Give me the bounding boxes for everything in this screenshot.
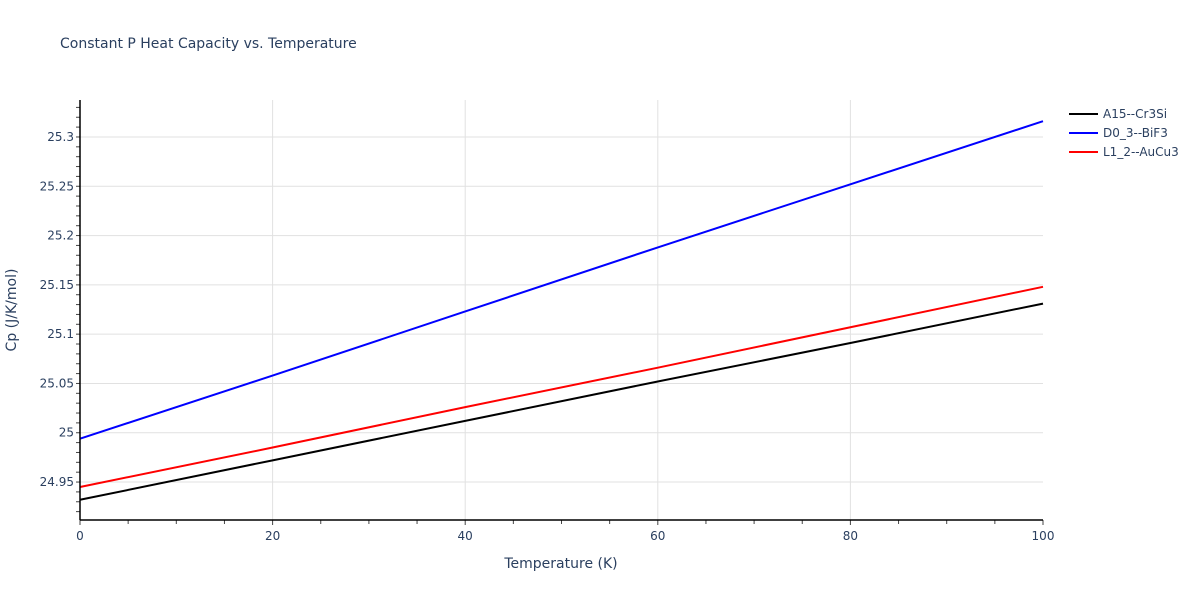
legend-label: L1_2--AuCu3 [1103,145,1179,159]
legend[interactable]: A15--Cr3Si D0_3--BiF3 L1_2--AuCu3 [1069,107,1179,159]
legend-item[interactable]: L1_2--AuCu3 [1069,145,1179,159]
x-tick-label: 40 [458,529,473,543]
x-tick-label: 0 [76,529,84,543]
y-tick-label: 25.25 [40,179,74,193]
x-axis-title: Temperature (K) [503,556,617,572]
series-line [79,120,1044,440]
axes: 0 20 40 60 80 100 24.95 25 25.05 25.1 25.15 25.2 25.… [40,100,1055,543]
series-line [79,285,1044,488]
x-tick-label: 60 [650,529,665,543]
y-tick-label: 25.15 [40,278,74,292]
legend-label: A15--Cr3Si [1103,107,1167,121]
y-tick-label: 25.05 [40,376,74,390]
y-tick-label: 25.3 [47,130,74,144]
legend-item[interactable]: A15--Cr3Si [1069,107,1167,121]
y-tick-label: 24.95 [40,475,74,489]
chart-title: Constant P Heat Capacity vs. Temperature [60,36,357,52]
y-tick-label: 25.2 [47,229,74,243]
x-tick-label: 20 [265,529,280,543]
plot-lines [79,120,1044,501]
x-tick-label: 100 [1032,529,1055,543]
x-tick-label: 80 [843,529,858,543]
y-axis-title: Cp (J/K/mol) [4,269,20,352]
y-tick-label: 25.1 [47,327,74,341]
legend-item[interactable]: D0_3--BiF3 [1069,126,1168,140]
y-tick-label: 25 [59,426,74,440]
legend-label: D0_3--BiF3 [1103,126,1168,140]
series-line [79,302,1044,501]
gridlines [80,100,1043,520]
